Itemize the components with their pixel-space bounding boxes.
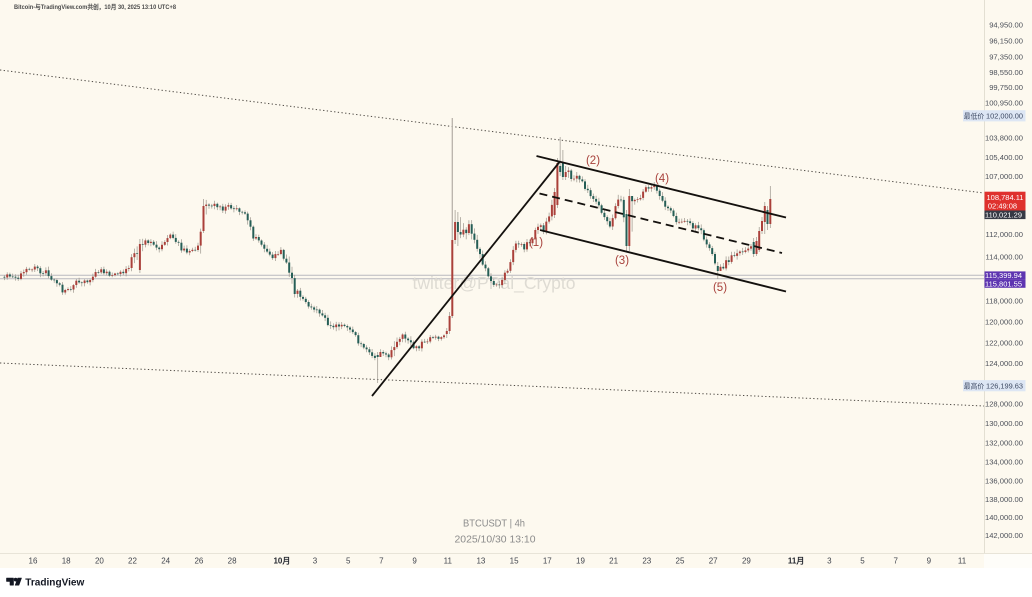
svg-text:16: 16	[29, 557, 38, 566]
svg-text:28: 28	[228, 557, 237, 566]
svg-text:(5): (5)	[713, 282, 727, 294]
svg-text:103,800.00: 103,800.00	[985, 134, 1023, 143]
svg-text:124,000.00: 124,000.00	[985, 359, 1023, 368]
svg-text:17: 17	[543, 557, 552, 566]
svg-text:23: 23	[642, 557, 651, 566]
svg-text:136,000.00: 136,000.00	[985, 476, 1023, 485]
svg-text:26: 26	[194, 557, 203, 566]
svg-text:3: 3	[313, 557, 318, 566]
svg-text:11月: 11月	[788, 557, 804, 566]
svg-text:126,199.63: 126,199.63	[986, 381, 1023, 390]
svg-text:107,000.00: 107,000.00	[985, 172, 1023, 181]
svg-text:9: 9	[412, 557, 417, 566]
svg-text:21: 21	[609, 557, 618, 566]
svg-text:20: 20	[95, 557, 104, 566]
svg-text:9: 9	[927, 557, 932, 566]
svg-text:02:49:08: 02:49:08	[988, 202, 1017, 211]
svg-text:13: 13	[476, 557, 485, 566]
svg-text:(4): (4)	[655, 173, 669, 185]
svg-text:100,950.00: 100,950.00	[985, 98, 1023, 107]
svg-text:19: 19	[576, 557, 585, 566]
svg-text:15: 15	[510, 557, 519, 566]
svg-text:120,000.00: 120,000.00	[985, 318, 1023, 327]
svg-text:27: 27	[709, 557, 718, 566]
svg-text:最高价: 最高价	[964, 381, 985, 390]
svg-text:7: 7	[893, 557, 898, 566]
svg-text:108,784.11: 108,784.11	[987, 193, 1024, 202]
svg-text:10月: 10月	[273, 557, 290, 566]
svg-text:134,000.00: 134,000.00	[985, 458, 1023, 467]
svg-text:29: 29	[742, 557, 751, 566]
svg-text:105,400.00: 105,400.00	[985, 153, 1023, 162]
svg-text:132,000.00: 132,000.00	[985, 438, 1023, 447]
svg-text:22: 22	[128, 557, 137, 566]
svg-text:115,399.94: 115,399.94	[985, 271, 1022, 280]
svg-text:2025/10/30 13:10: 2025/10/30 13:10	[455, 535, 536, 546]
svg-text:128,000.00: 128,000.00	[985, 399, 1023, 408]
svg-text:94,950.00: 94,950.00	[989, 21, 1023, 30]
svg-text:25: 25	[676, 557, 685, 566]
svg-text:98,550.00: 98,550.00	[989, 68, 1023, 77]
svg-text:122,000.00: 122,000.00	[985, 339, 1023, 348]
svg-text:11: 11	[958, 557, 967, 566]
svg-text:(2): (2)	[586, 155, 600, 167]
svg-text:TradingView: TradingView	[25, 578, 84, 589]
svg-text:99,750.00: 99,750.00	[989, 83, 1023, 92]
svg-text:115,801.55: 115,801.55	[985, 279, 1022, 288]
svg-text:最低价: 最低价	[964, 111, 985, 120]
svg-text:97,350.00: 97,350.00	[989, 52, 1023, 61]
svg-text:18: 18	[62, 557, 71, 566]
svg-text:7: 7	[379, 557, 384, 566]
svg-text:Bitcoin-与TradingView.com共创，10月: Bitcoin-与TradingView.com共创，10月 30, 2025 …	[14, 2, 176, 11]
svg-text:BTCUSDT | 4h: BTCUSDT | 4h	[463, 519, 525, 530]
svg-text:3: 3	[827, 557, 832, 566]
svg-text:96,150.00: 96,150.00	[989, 37, 1023, 46]
svg-text:112,000.00: 112,000.00	[986, 230, 1023, 239]
svg-text:(3): (3)	[615, 255, 629, 267]
svg-text:140,000.00: 140,000.00	[985, 513, 1023, 522]
svg-text:142,000.00: 142,000.00	[985, 531, 1023, 540]
svg-text:110,021.29: 110,021.29	[985, 210, 1022, 219]
svg-text:5: 5	[346, 557, 351, 566]
svg-text:130,000.00: 130,000.00	[985, 419, 1023, 428]
svg-text:11: 11	[444, 557, 453, 566]
svg-text:102,000.00: 102,000.00	[986, 112, 1023, 121]
svg-text:(1): (1)	[529, 237, 543, 249]
svg-text:5: 5	[860, 557, 865, 566]
svg-text:118,000.00: 118,000.00	[986, 296, 1023, 305]
svg-text:138,000.00: 138,000.00	[985, 495, 1023, 504]
svg-text:24: 24	[161, 557, 170, 566]
svg-text:114,000.00: 114,000.00	[986, 253, 1023, 262]
